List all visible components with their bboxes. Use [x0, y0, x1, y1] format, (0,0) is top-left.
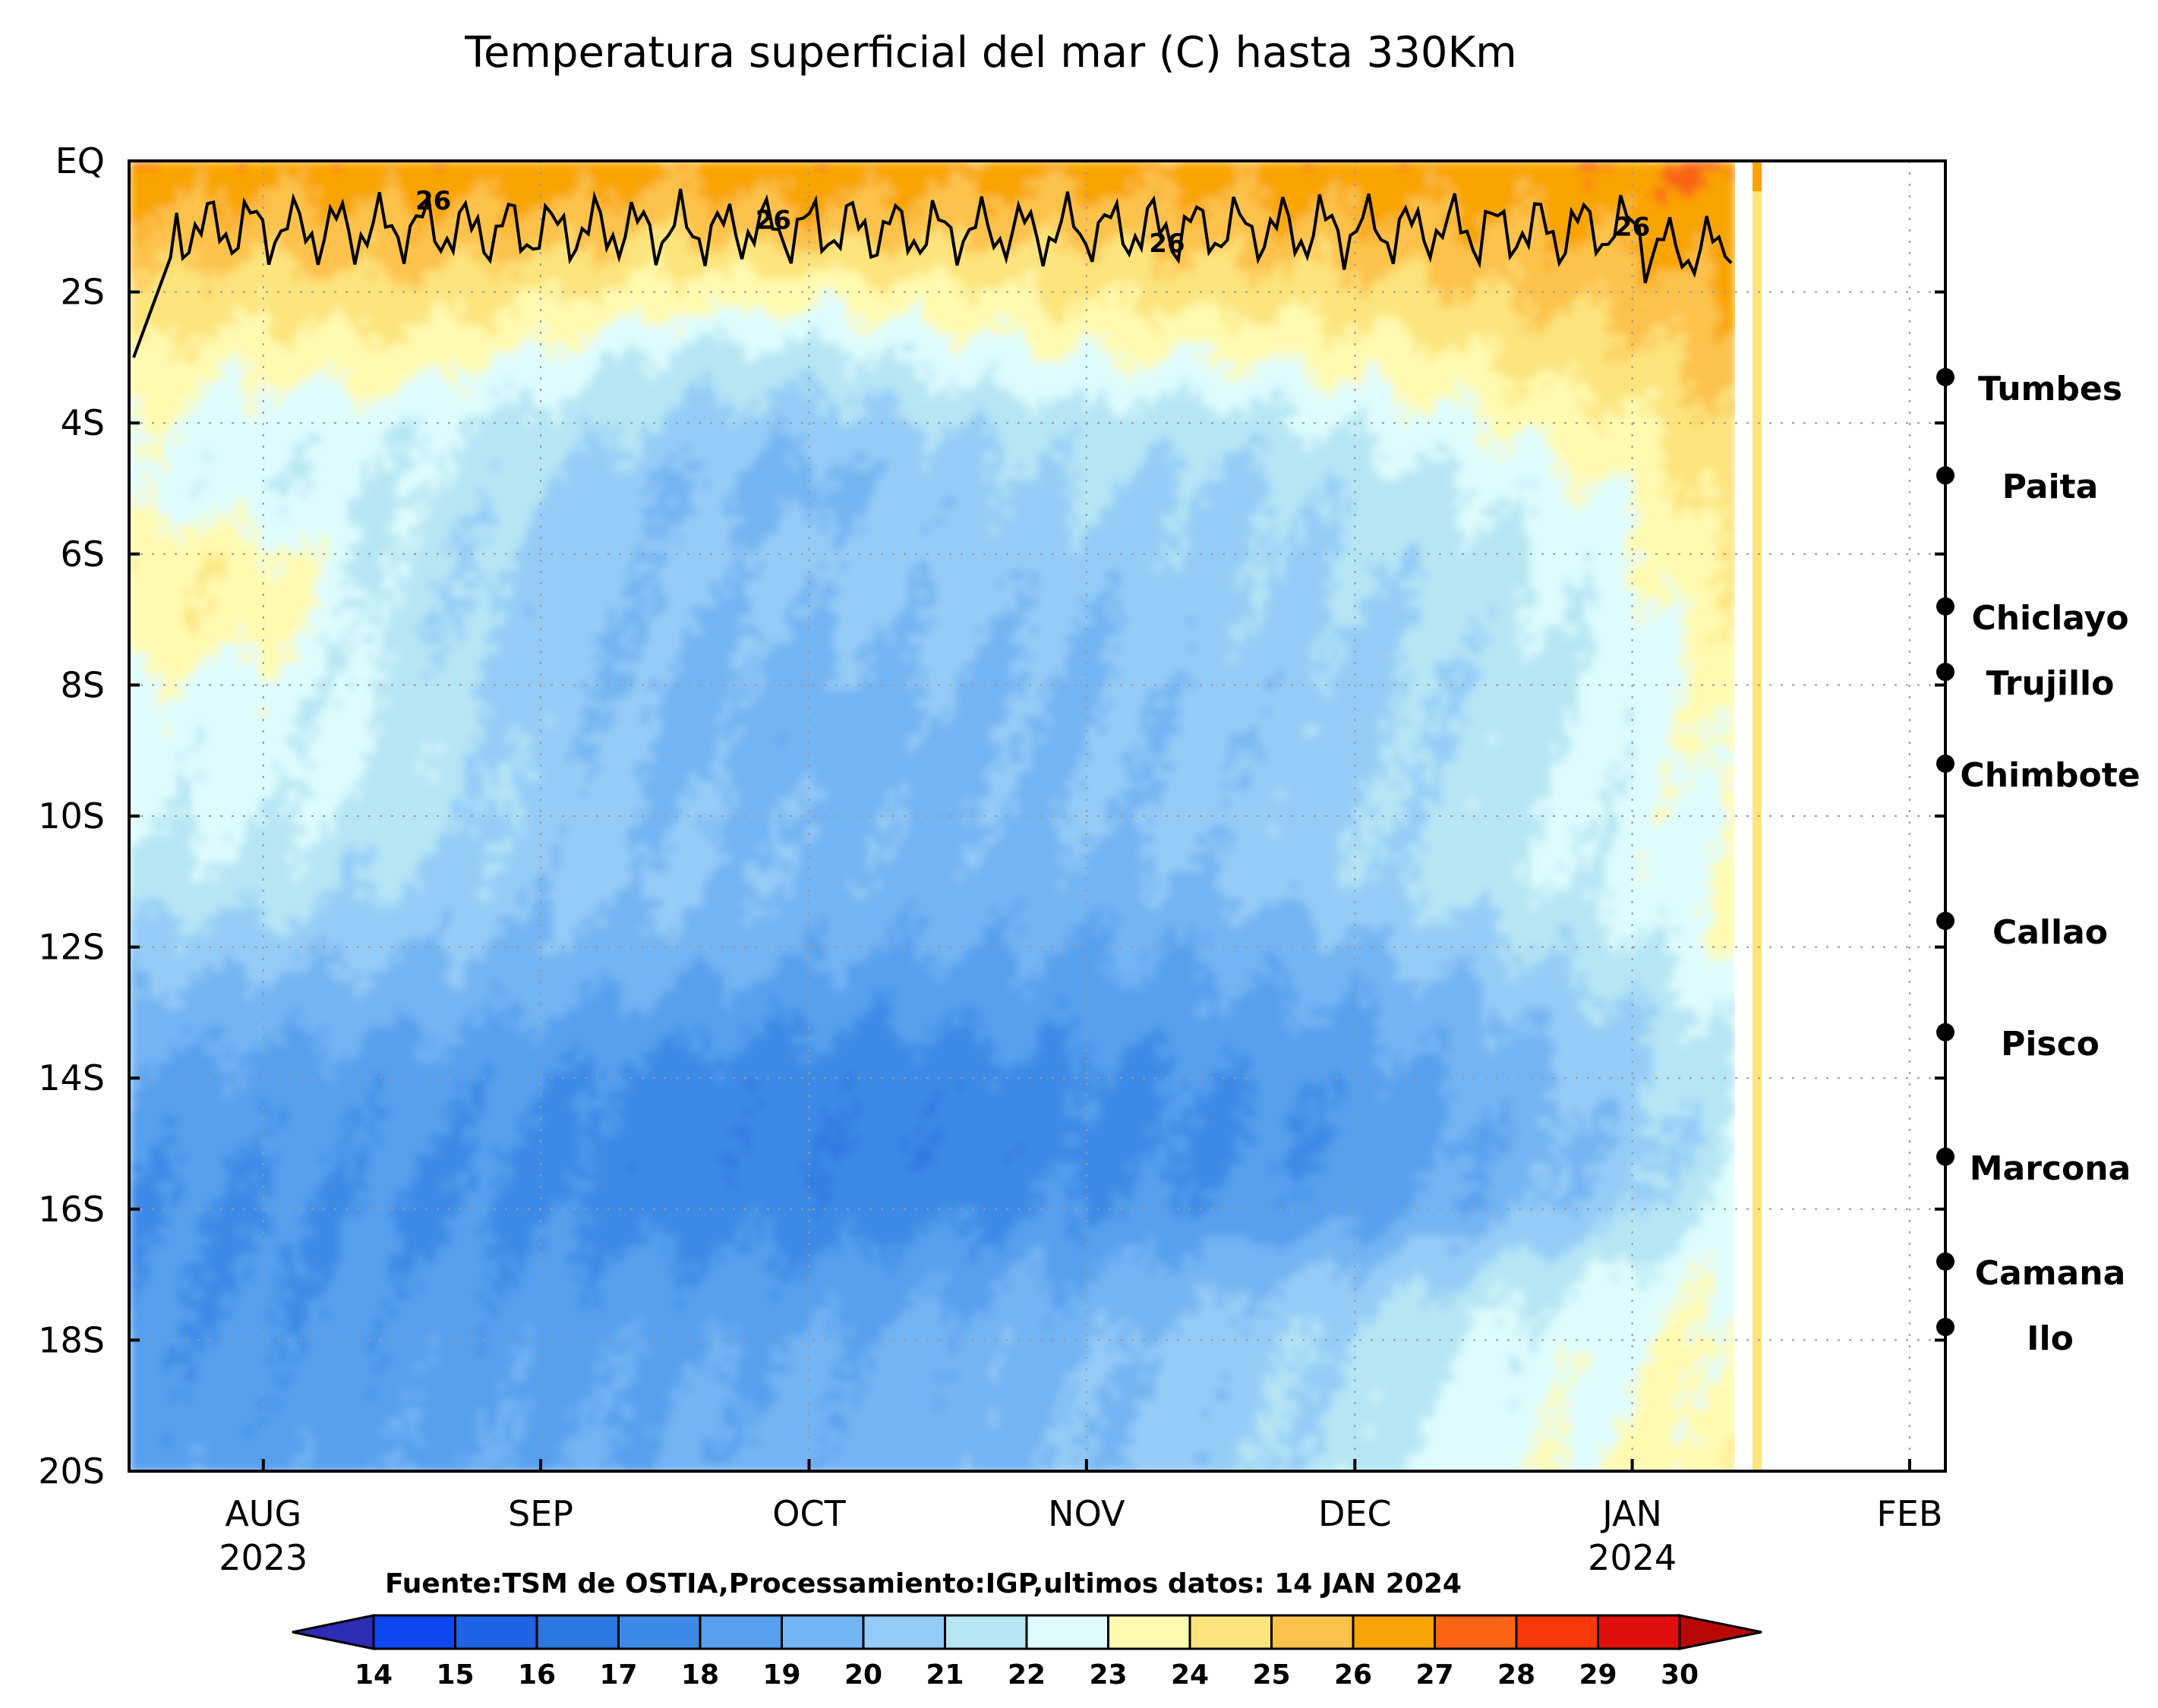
colorbar-swatch [1597, 1614, 1681, 1650]
colorbar-label: 21 [926, 1659, 964, 1691]
x-tick-label: FEB [1876, 1493, 1942, 1534]
temperature-field [129, 161, 1735, 1471]
y-tick-label: 16S [38, 1189, 105, 1230]
city-marker [1936, 754, 1955, 773]
city-marker [1936, 466, 1955, 485]
city-markers: Tumbes Paita Chiclayo Trujillo Chimbote Calla… [1936, 367, 2141, 1358]
x-tick-label: JAN [1600, 1493, 1662, 1534]
colorbar-label: 15 [436, 1659, 474, 1691]
field-cells [129, 161, 1735, 1471]
y-tick-label: 10S [38, 796, 105, 837]
colorbar-swatch [1352, 1614, 1436, 1650]
x-tick-label: SEP [508, 1493, 573, 1534]
x-tick-year: 2023 [219, 1537, 308, 1578]
colorbar-over-arrow [1678, 1614, 1762, 1650]
stripe-band [1753, 161, 1762, 1471]
colorbar-swatch [781, 1614, 865, 1650]
city-marker [1936, 663, 1955, 682]
colorbar-swatch [1107, 1614, 1191, 1650]
colorbar-swatch [1515, 1614, 1599, 1650]
y-tick-label: 12S [38, 927, 105, 968]
city-marker [1936, 1147, 1955, 1166]
colorbar-swatch [617, 1614, 702, 1650]
colorbar-label: 30 [1661, 1659, 1699, 1691]
city-label: Tumbes [1978, 370, 2122, 408]
colorbar-swatch [1025, 1614, 1109, 1650]
contour-label: 26 [1149, 228, 1185, 259]
colorbar-swatch [454, 1614, 538, 1650]
colorbar: 14 15 16 17 18 19 20 21 22 23 24 25 26 27 28 29 30 [292, 1614, 1762, 1691]
colorbar-label: 29 [1579, 1659, 1617, 1691]
colorbar-label: 28 [1497, 1659, 1535, 1691]
contour-label: 26 [1614, 212, 1650, 242]
colorbar-label: 22 [1008, 1659, 1046, 1691]
city-marker [1936, 367, 1955, 386]
city-marker [1936, 1023, 1955, 1042]
contour-label: 26 [415, 186, 451, 216]
colorbar-label: 27 [1415, 1659, 1453, 1691]
x-tick-label: OCT [772, 1493, 846, 1534]
colorbar-label: 25 [1252, 1659, 1290, 1691]
colorbar-swatch [1434, 1614, 1518, 1650]
x-tick-label: AUG [225, 1493, 301, 1534]
y-tick-label: 14S [38, 1057, 105, 1098]
x-tick-year: 2024 [1588, 1537, 1677, 1578]
colorbar-swatch [862, 1614, 946, 1650]
contour-line [132, 188, 1733, 358]
grid-lines [129, 161, 1945, 1471]
city-label: Pisco [2001, 1025, 2100, 1064]
colorbar-label: 24 [1171, 1659, 1209, 1691]
y-tick-label: 18S [38, 1319, 105, 1360]
city-marker [1936, 1252, 1955, 1271]
colorbar-label: 20 [844, 1659, 882, 1691]
y-tick-label: 2S [61, 272, 105, 313]
colorbar-label: 23 [1089, 1659, 1127, 1691]
colorbar-label: 19 [762, 1659, 800, 1691]
colorbar-label: 26 [1334, 1659, 1372, 1691]
y-axis: EQ 2S 4S 6S 8S 10S 12S 14S 16S 18S 20S [38, 140, 1945, 1492]
city-marker [1936, 912, 1955, 931]
contour-26: 26 26 26 26 [132, 186, 1733, 358]
city-label: Chimbote [1960, 756, 2140, 795]
city-label: Marcona [1970, 1149, 2131, 1188]
city-label: Camana [1975, 1254, 2126, 1293]
y-tick-label: 4S [61, 402, 105, 443]
colorbar-swatch [535, 1614, 620, 1650]
colorbar-swatch [1270, 1614, 1355, 1650]
chart-title: Temperatura superficial del mar (C) hast… [464, 28, 1516, 77]
y-tick-label: 8S [61, 664, 105, 705]
city-label: Ilo [2027, 1319, 2074, 1358]
x-tick-label: NOV [1048, 1493, 1125, 1534]
city-label: Paita [2002, 468, 2099, 506]
colorbar-label: 18 [681, 1659, 719, 1691]
city-label: Callao [1992, 913, 2108, 952]
city-marker [1936, 597, 1955, 616]
x-tick-label: DEC [1318, 1493, 1392, 1534]
y-tick-label: 6S [61, 534, 105, 575]
city-marker [1936, 1318, 1955, 1337]
stripe-top [1753, 161, 1762, 191]
contour-label: 26 [756, 206, 791, 236]
city-label: Chiclayo [1971, 599, 2128, 638]
last-data-stripe [1753, 161, 1762, 1471]
y-tick-label: EQ [55, 140, 105, 181]
colorbar-label: 17 [599, 1659, 637, 1691]
colorbar-swatch [1188, 1614, 1273, 1650]
source-note: Fuente:TSM de OSTIA,Processamiento:IGP,u… [385, 1568, 1462, 1599]
colorbar-label: 16 [518, 1659, 556, 1691]
colorbar-label: 14 [355, 1659, 393, 1691]
y-tick-label: 20S [38, 1451, 105, 1492]
colorbar-under-arrow [292, 1614, 375, 1650]
city-label: Trujillo [1986, 664, 2115, 703]
colorbar-swatch [372, 1614, 456, 1650]
colorbar-swatch [944, 1614, 1028, 1650]
colorbar-swatch [699, 1614, 783, 1650]
